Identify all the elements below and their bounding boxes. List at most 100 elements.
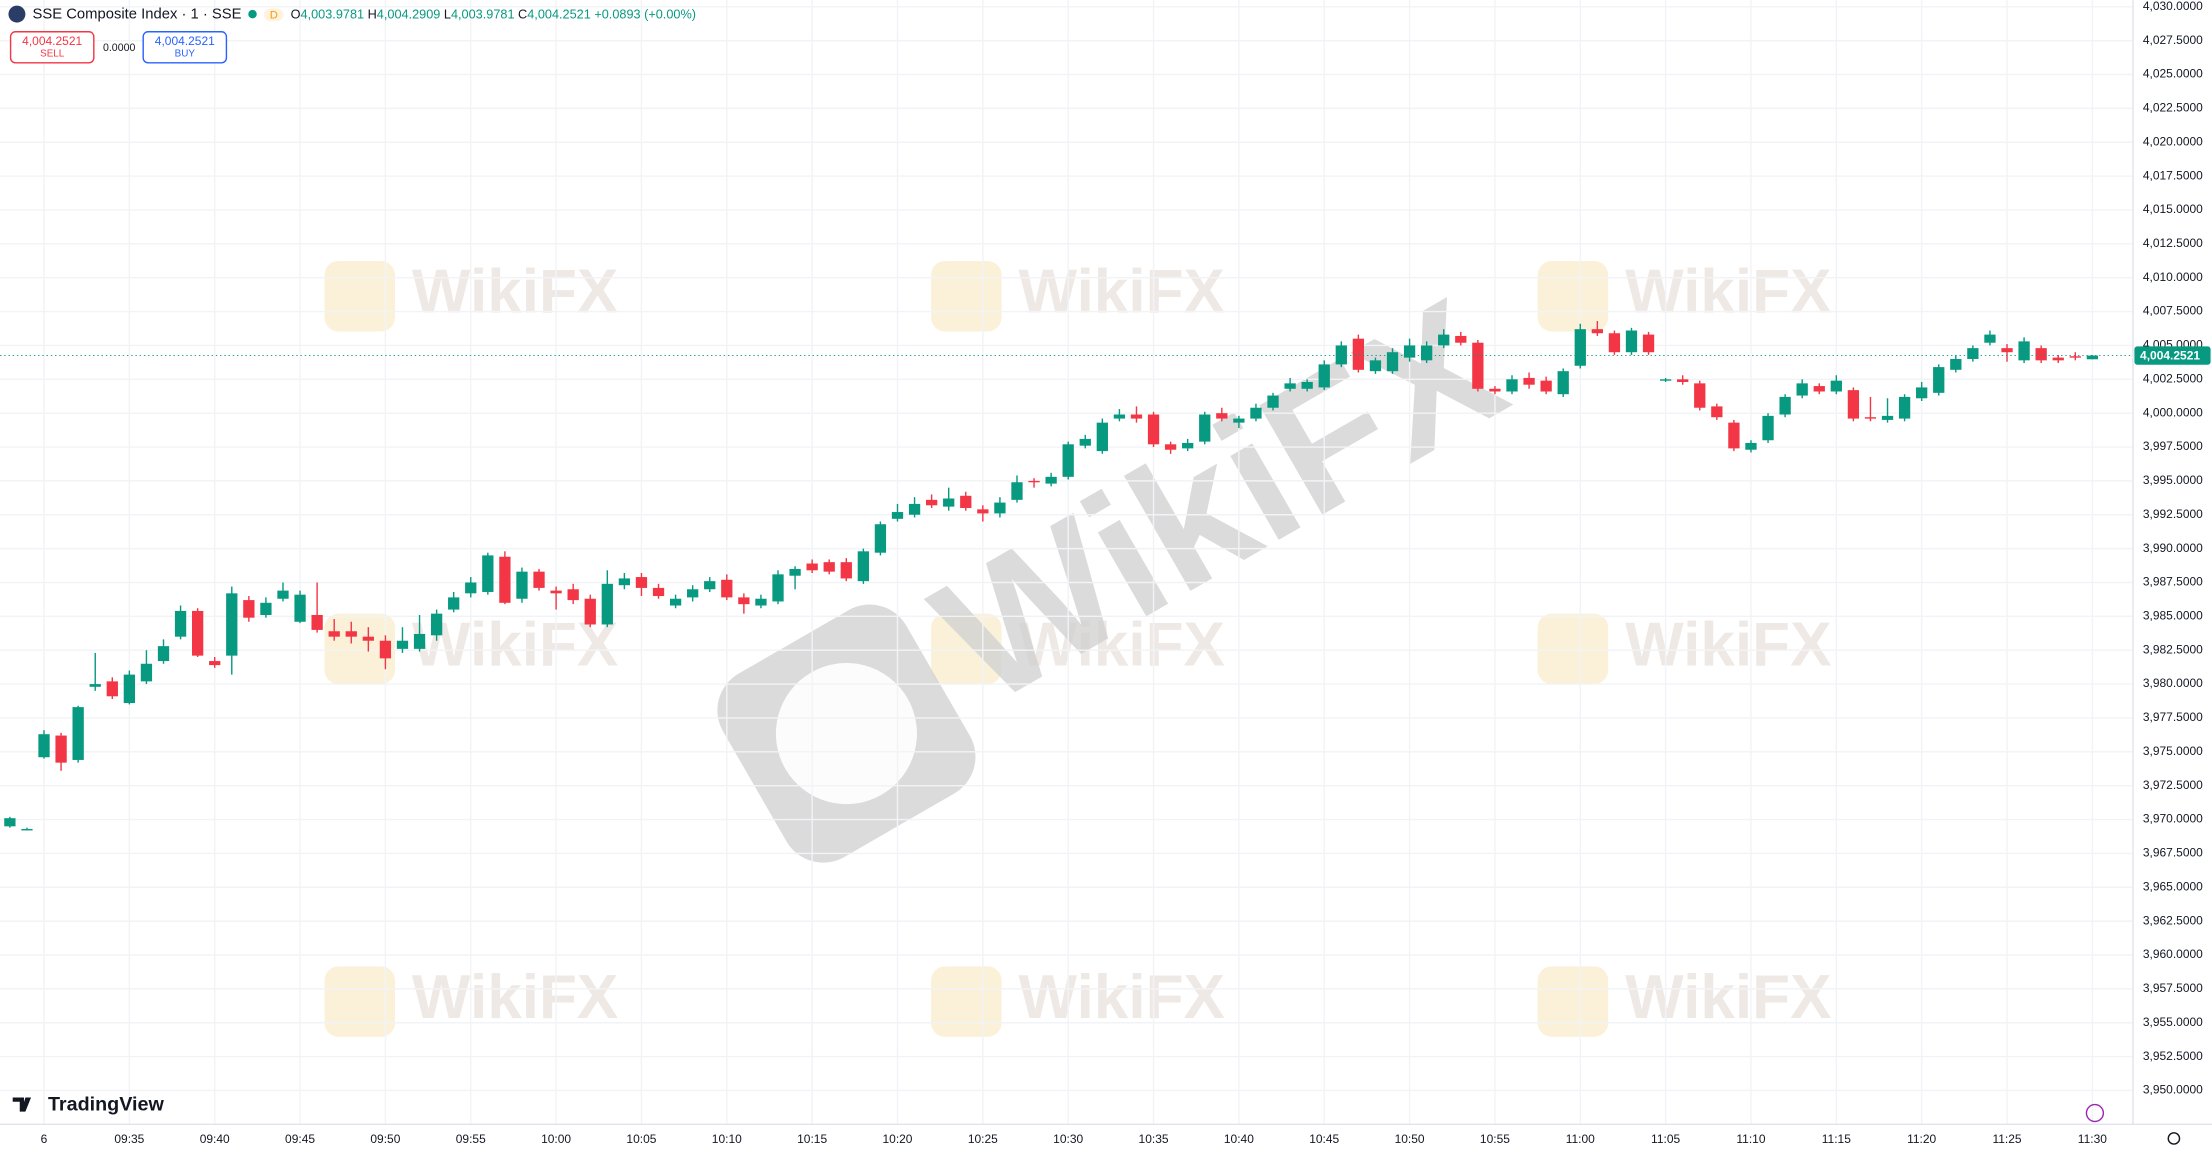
label: C bbox=[518, 7, 528, 22]
y-tick-label: 3,967.5000 bbox=[2143, 846, 2203, 860]
candle-body bbox=[430, 613, 443, 636]
candle-body bbox=[38, 734, 50, 758]
watermark-icon bbox=[775, 663, 917, 805]
y-tick-label: 3,980.0000 bbox=[2143, 676, 2203, 690]
x-tick-label: 09:35 bbox=[114, 1132, 144, 1146]
candle-body bbox=[823, 562, 835, 572]
candle-body bbox=[806, 563, 818, 571]
candle-body bbox=[1591, 329, 1603, 334]
candle-body bbox=[772, 574, 784, 602]
candle-body bbox=[1847, 390, 1860, 419]
candle-body bbox=[2052, 357, 2064, 361]
y-tick-label: 4,002.5000 bbox=[2143, 371, 2203, 385]
candles bbox=[4, 321, 2099, 831]
candle-body bbox=[157, 646, 170, 662]
candle-body bbox=[396, 640, 409, 649]
candle-body bbox=[1011, 482, 1023, 500]
watermark-text: WikiFX bbox=[412, 258, 618, 327]
watermark-text: WikiFX bbox=[1019, 963, 1225, 1032]
x-tick-label: 10:45 bbox=[1309, 1132, 1339, 1146]
candle-body bbox=[1574, 329, 1586, 366]
candle-body bbox=[687, 589, 699, 598]
y-tick-label: 3,970.0000 bbox=[2143, 812, 2203, 826]
watermarks: WikiFX WikiFX WikiFX WikiFX WikiFX WikiFX Wiki… bbox=[324, 258, 1831, 1037]
x-tick-label: 11:05 bbox=[1651, 1132, 1680, 1146]
interval-badge: D bbox=[264, 7, 284, 21]
candle-body bbox=[1523, 377, 1535, 385]
candle-body bbox=[1062, 444, 1074, 477]
settings-icon[interactable] bbox=[2167, 1132, 2181, 1145]
candle-body bbox=[908, 503, 921, 515]
y-tick-label: 3,955.0000 bbox=[2143, 1015, 2203, 1029]
buy-price: 4,004.2521 bbox=[154, 33, 215, 48]
candle-body bbox=[448, 597, 460, 610]
candle-body bbox=[1813, 386, 1825, 392]
watermark-icon bbox=[931, 613, 1002, 685]
alert-icon[interactable] bbox=[2085, 1103, 2105, 1123]
candle-body bbox=[1864, 417, 1877, 419]
candle-body bbox=[857, 551, 869, 582]
candle-body bbox=[1608, 333, 1621, 353]
y-tick-label: 3,982.5000 bbox=[2143, 642, 2203, 656]
candle-body bbox=[140, 663, 153, 682]
y-tick-label: 4,015.0000 bbox=[2143, 202, 2203, 216]
change: +0.0893 (+0.00%) bbox=[594, 7, 696, 22]
candle-body bbox=[1130, 414, 1143, 419]
value: 4,004.2521 bbox=[527, 7, 591, 22]
candle-body bbox=[1403, 345, 1416, 358]
candle-body bbox=[123, 674, 136, 704]
candle-body bbox=[2069, 356, 2081, 358]
candle-body bbox=[1250, 407, 1262, 419]
candle-body bbox=[1506, 379, 1518, 392]
header: SSE Composite Index · 1 · SSE D O4,003.9… bbox=[8, 5, 696, 23]
candle-body bbox=[635, 577, 648, 588]
x-tick-label: 10:40 bbox=[1224, 1132, 1254, 1146]
grid bbox=[0, 0, 2133, 1125]
y-tick-label: 3,960.0000 bbox=[2143, 947, 2203, 961]
x-tick-label: 10:30 bbox=[1053, 1132, 1083, 1146]
buy-button[interactable]: 4,004.2521 BUY bbox=[142, 31, 228, 64]
watermark-icon bbox=[324, 966, 395, 1037]
x-tick-label: 09:45 bbox=[285, 1132, 315, 1146]
x-tick-label: 10:10 bbox=[712, 1132, 742, 1146]
candle-body bbox=[482, 555, 494, 592]
sell-label: SELL bbox=[40, 49, 65, 60]
y-tick-label: 3,962.5000 bbox=[2143, 913, 2203, 927]
candle-body bbox=[1284, 383, 1296, 389]
y-tick-label: 3,972.5000 bbox=[2143, 778, 2203, 792]
candle-body bbox=[1762, 415, 1774, 441]
candle-body bbox=[1267, 395, 1279, 408]
candle-body bbox=[2035, 348, 2047, 361]
value: 4,004.2909 bbox=[376, 7, 441, 22]
candle-body bbox=[191, 610, 204, 656]
x-tick-label: 6 bbox=[41, 1132, 48, 1146]
candle-body bbox=[328, 631, 340, 637]
branding: TradingView bbox=[48, 1094, 165, 1116]
y-tick-label: 3,957.5000 bbox=[2143, 981, 2203, 995]
y-tick-label: 4,012.5000 bbox=[2143, 236, 2203, 250]
candle-body bbox=[1386, 352, 1399, 372]
candle-body bbox=[977, 509, 989, 514]
spread: 0.0000 bbox=[102, 40, 136, 54]
candle-body bbox=[652, 587, 665, 597]
candle-body bbox=[413, 633, 426, 649]
x-tick-label: 10:55 bbox=[1480, 1132, 1510, 1146]
watermark-text: WikiFX bbox=[1019, 610, 1225, 679]
candle-body bbox=[618, 578, 631, 586]
value: 4,003.9781 bbox=[450, 7, 515, 22]
candle-body bbox=[1301, 382, 1313, 389]
candle-body bbox=[789, 568, 801, 576]
sell-button[interactable]: 4,004.2521 SELL bbox=[9, 31, 95, 64]
x-tick-label: 09:50 bbox=[370, 1132, 400, 1146]
y-tick-label: 4,007.5000 bbox=[2143, 304, 2203, 318]
symbol-title[interactable]: SSE Composite Index · 1 · SSE bbox=[32, 5, 242, 23]
x-tick-label: 10:35 bbox=[1139, 1132, 1169, 1146]
candle-body bbox=[1438, 334, 1450, 346]
candle-body bbox=[55, 735, 67, 763]
candle-body bbox=[1898, 396, 1911, 419]
watermark-icon bbox=[1537, 613, 1609, 685]
candle-body bbox=[1694, 383, 1706, 408]
tradingview-logo: TradingView bbox=[12, 1094, 165, 1116]
candle-body bbox=[1557, 371, 1569, 395]
watermark-text: WikiFX bbox=[1019, 258, 1225, 327]
